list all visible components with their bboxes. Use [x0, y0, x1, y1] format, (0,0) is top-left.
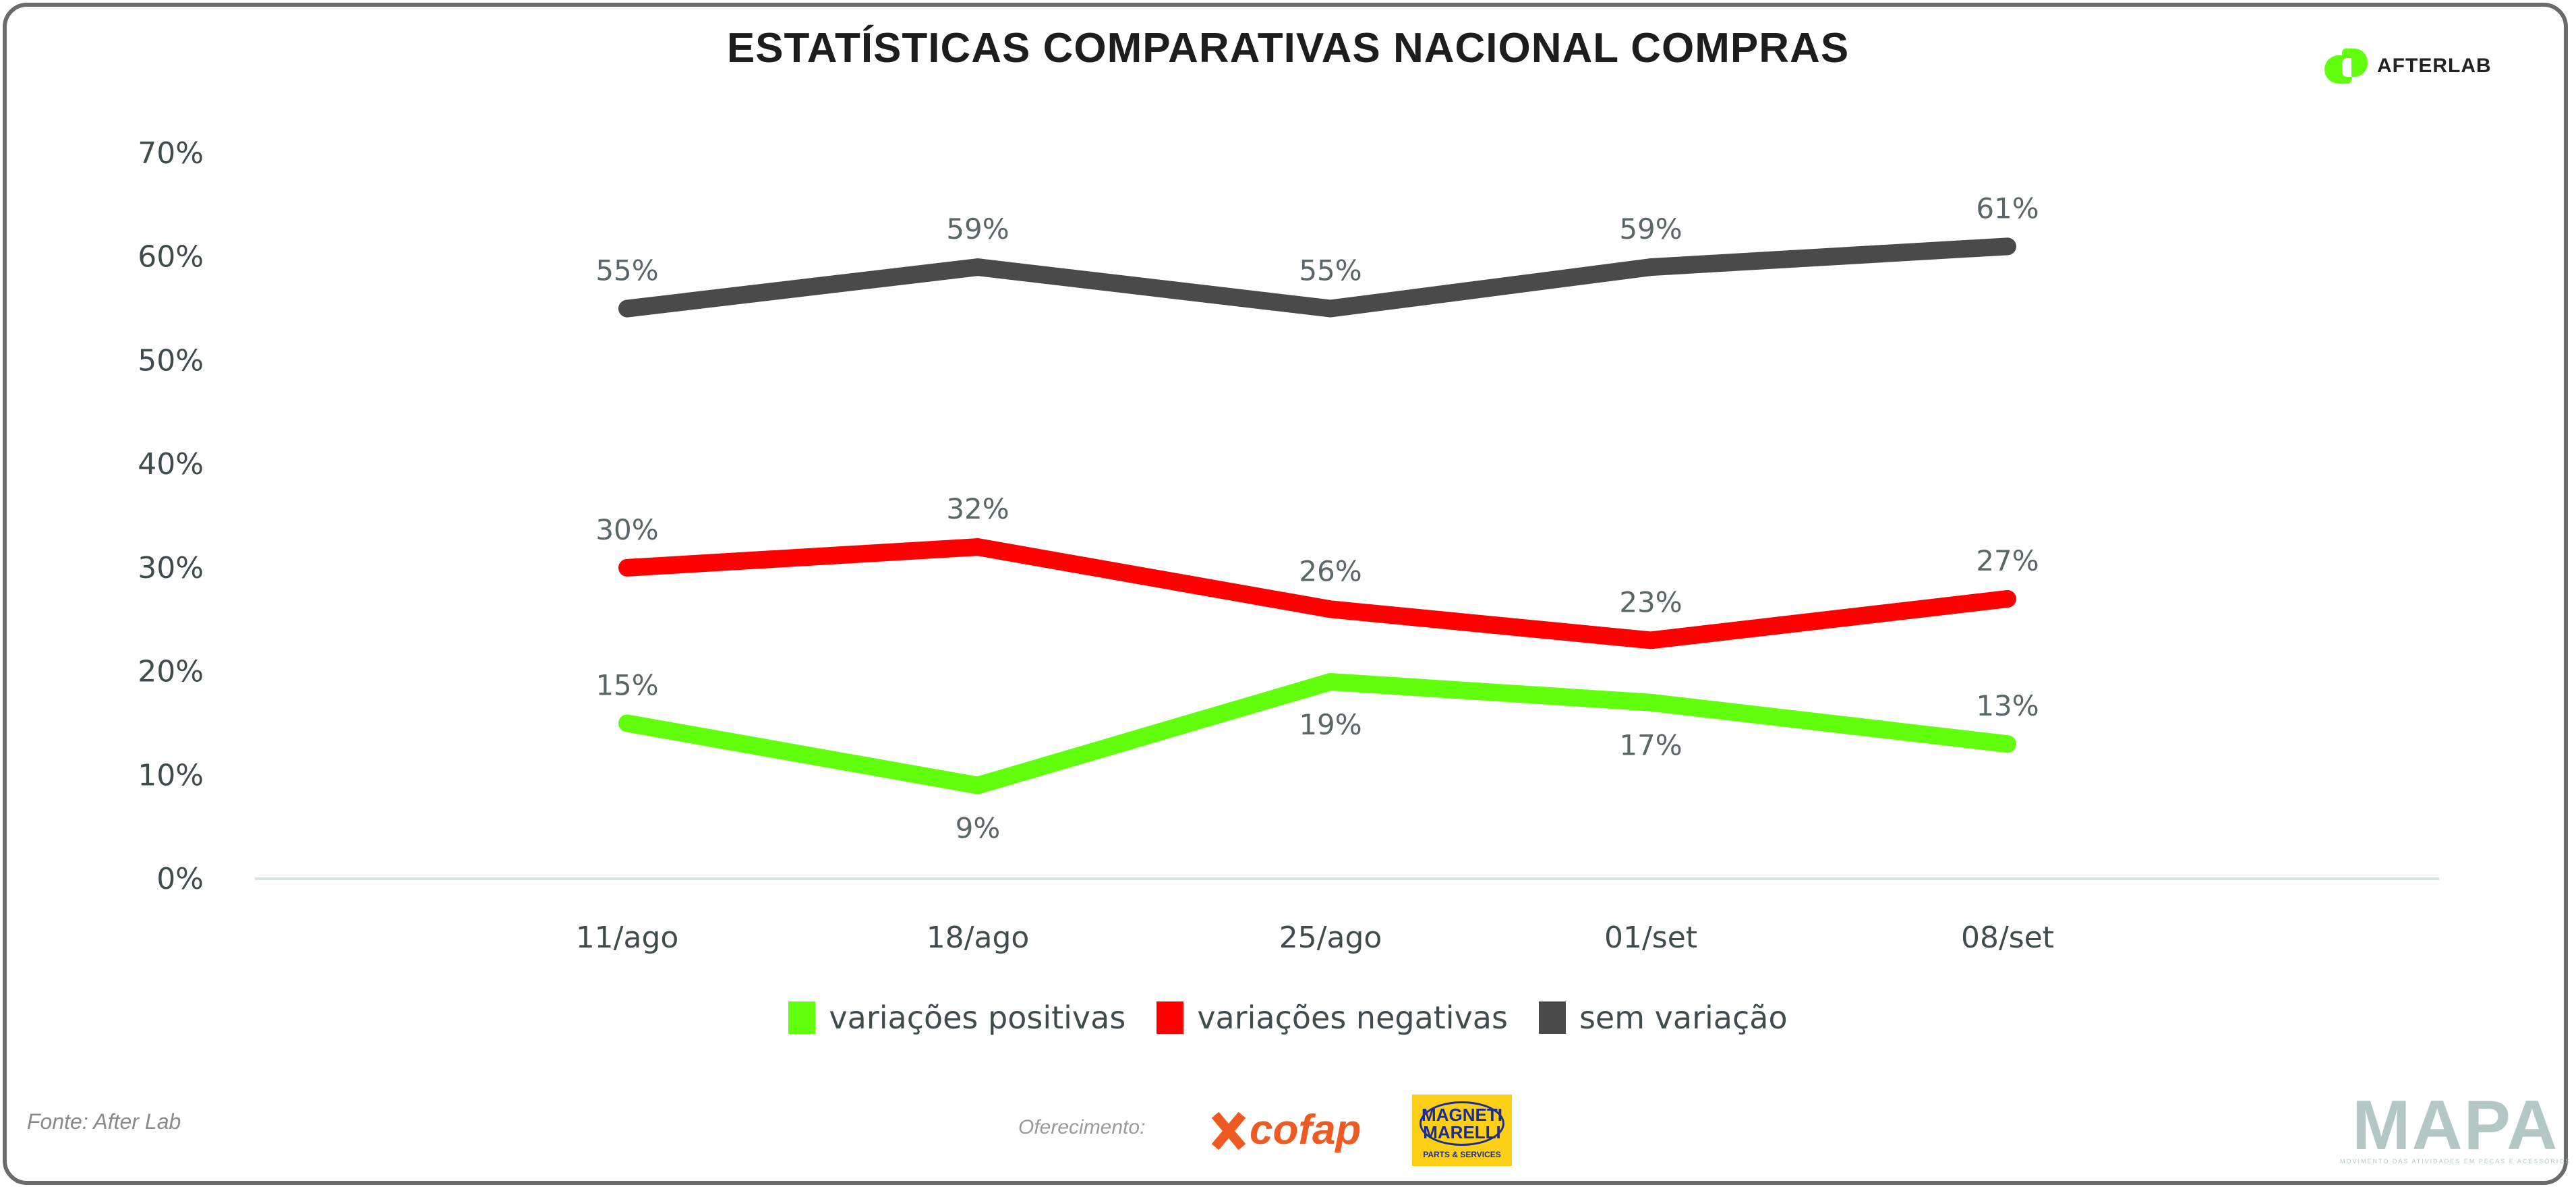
data-label-sem-variacao: 61%: [1976, 192, 2039, 225]
data-point-negativas: [1330, 608, 1331, 610]
data-point-positivas: [1330, 680, 1331, 682]
data-label-negativas: 32%: [946, 492, 1009, 525]
data-label-sem-variacao: 59%: [1619, 212, 1682, 245]
mapa-logo-subtitle: MOVIMENTO DAS ATIVIDADES EM PEÇAS E ACES…: [2340, 1158, 2571, 1165]
afterlab-logo-icon: [2324, 49, 2368, 84]
cofap-logo-text: cofap: [1250, 1107, 1362, 1153]
data-point-sem-variacao: [1650, 266, 1651, 268]
x-tick-label: 18/ago: [927, 921, 1030, 955]
data-label-negativas: 30%: [595, 513, 658, 546]
afterlab-logo: AFTERLAB: [2324, 49, 2492, 84]
chart-title: ESTATÍSTICAS COMPARATIVAS NACIONAL COMPR…: [726, 25, 1850, 71]
data-label-sem-variacao: 59%: [946, 212, 1009, 245]
data-label-negativas: 23%: [1619, 585, 1682, 618]
x-axis: 11/ago 18/ago 25/ago 01/set 08/set: [576, 921, 2054, 955]
data-point-positivas: [626, 722, 628, 724]
legend: variações positivas variações negativas …: [0, 999, 2576, 1036]
x-tick-label: 08/set: [1961, 921, 2054, 955]
data-label-positivas: 15%: [595, 668, 658, 701]
data-point-sem-variacao: [977, 266, 978, 268]
mapa-logo: MAPA MOVIMENTO DAS ATIVIDADES EM PEÇAS E…: [2340, 1086, 2571, 1165]
data-label-negativas: 26%: [1299, 554, 1362, 587]
cofap-x-icon: [1210, 1111, 1246, 1150]
legend-swatch-green: [788, 1001, 816, 1034]
data-point-positivas: [1650, 701, 1651, 703]
data-label-positivas: 13%: [1976, 689, 2039, 722]
x-tick-label: 11/ago: [576, 921, 679, 955]
series-group: [618, 237, 2016, 794]
data-label-sem-variacao: 55%: [595, 254, 658, 287]
data-label-positivas: 19%: [1299, 708, 1362, 741]
legend-label: variações negativas: [1197, 999, 1508, 1036]
data-point-positivas: [977, 784, 978, 786]
legend-swatch-gray: [1538, 1001, 1566, 1034]
legend-label: variações positivas: [829, 999, 1126, 1036]
sponsor-label: Oferecimento:: [1018, 1116, 1146, 1138]
data-label-positivas: 17%: [1619, 729, 1682, 762]
data-point-negativas: [626, 566, 628, 569]
legend-item-negativas: variações negativas: [1157, 999, 1508, 1036]
data-label-sem-variacao: 55%: [1299, 254, 1362, 287]
magneti-marelli-logo: MAGNETI MARELLI PARTS & SERVICES: [1412, 1095, 1512, 1166]
data-label-negativas: 27%: [1976, 544, 2039, 577]
data-point-negativas: [1650, 639, 1651, 641]
x-tick-label: 01/set: [1604, 921, 1697, 955]
y-tick-label: 0%: [156, 862, 204, 896]
marelli-logo-text: MAGNETI MARELLI: [1419, 1101, 1504, 1146]
legend-swatch-red: [1157, 1001, 1184, 1034]
afterlab-logo-text: AFTERLAB: [2377, 55, 2492, 77]
data-point-positivas: [2007, 743, 2008, 745]
data-labels: 15% 9% 19% 17% 13% 30% 32% 26% 23% 27% 55% 59% 55% 59…: [595, 192, 2039, 844]
data-label-positivas: 9%: [956, 812, 1001, 845]
marelli-logo-subtitle: PARTS & SERVICES: [1423, 1150, 1501, 1159]
y-tick-label: 30%: [138, 551, 204, 585]
legend-item-positivas: variações positivas: [788, 999, 1125, 1036]
data-point-sem-variacao: [2007, 245, 2008, 248]
data-point-negativas: [977, 546, 978, 548]
y-tick-label: 40%: [138, 447, 204, 482]
data-point-sem-variacao: [626, 308, 628, 310]
y-tick-label: 60%: [138, 240, 204, 274]
source-note: Fonte: After Lab: [27, 1109, 181, 1134]
y-tick-label: 20%: [138, 655, 204, 689]
y-tick-label: 70%: [138, 136, 204, 171]
y-tick-label: 50%: [138, 343, 204, 378]
data-point-negativas: [2007, 598, 2008, 600]
x-tick-label: 25/ago: [1279, 921, 1382, 955]
mapa-logo-text: MAPA: [2351, 1086, 2559, 1165]
y-tick-label: 10%: [138, 758, 204, 792]
legend-item-sem-variacao: sem variação: [1538, 999, 1788, 1036]
y-axis: 0% 10% 20% 30% 40% 50% 60% 70%: [138, 136, 204, 896]
legend-label: sem variação: [1579, 999, 1788, 1036]
cofap-logo: cofap: [1210, 1106, 1361, 1154]
data-point-sem-variacao: [1330, 308, 1331, 310]
